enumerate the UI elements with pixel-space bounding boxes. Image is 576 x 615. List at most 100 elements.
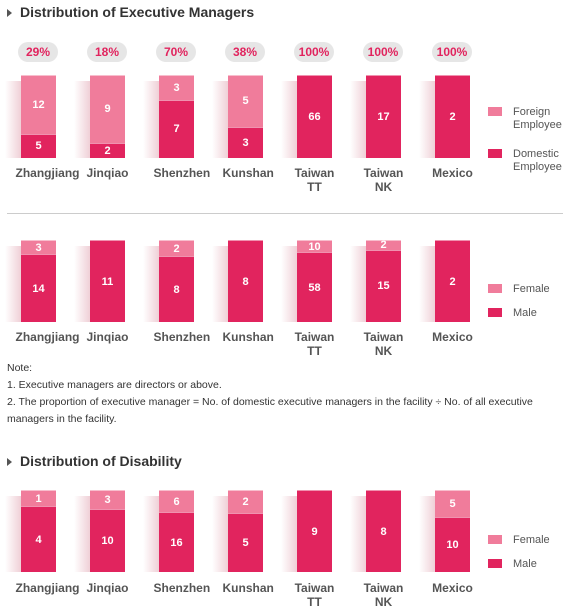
category: Kunshan bbox=[222, 166, 274, 180]
note-title: Note: bbox=[7, 362, 33, 374]
bar-side bbox=[281, 81, 297, 158]
notes: Note: 1. Executive managers are director… bbox=[7, 360, 567, 428]
bar-segment: 3 bbox=[228, 126, 263, 158]
category: Shenzhen bbox=[153, 166, 211, 180]
data-label: 9 bbox=[104, 103, 111, 116]
proportion-label: 100% bbox=[432, 42, 472, 62]
data-label: 8 bbox=[242, 275, 249, 288]
category: Zhangjiang bbox=[15, 581, 80, 595]
bar-segment: 10 bbox=[435, 517, 470, 572]
bar-segment: 16 bbox=[159, 512, 194, 572]
note-item: 1. Executive managers are directors or a… bbox=[7, 379, 222, 391]
chart-title: Distribution of Disability bbox=[20, 453, 182, 469]
bar-segment: 10 bbox=[297, 240, 332, 253]
x-tick-label: Kunshan bbox=[211, 330, 281, 344]
bar-side bbox=[281, 246, 297, 322]
bar-segment: 2 bbox=[90, 142, 125, 158]
x-tick-label: Zhangjiang bbox=[4, 330, 80, 344]
bar-side bbox=[143, 81, 159, 158]
title-marker bbox=[7, 9, 12, 17]
data-label: 6 bbox=[173, 495, 180, 508]
bar-segment: 9 bbox=[297, 490, 332, 572]
bar-segment: 1 bbox=[21, 490, 56, 507]
bar-side bbox=[350, 246, 366, 322]
bar-segment: 3 bbox=[159, 75, 194, 100]
x-tick-label: Mexico bbox=[418, 166, 488, 180]
legend-swatch bbox=[488, 535, 502, 544]
category: Kunshan bbox=[222, 330, 274, 344]
legend-swatch bbox=[488, 559, 502, 568]
category: Jinqiao bbox=[86, 166, 129, 180]
bar-segment: 5 bbox=[228, 513, 263, 572]
x-tick-label: Mexico bbox=[418, 581, 488, 595]
bar-segment: 8 bbox=[159, 256, 194, 322]
x-tick-label: Taiwan NK bbox=[349, 166, 419, 194]
legend-swatch bbox=[488, 107, 502, 116]
x-tick-label: Taiwan TT bbox=[280, 581, 350, 609]
x-tick-label: Taiwan TT bbox=[280, 330, 350, 358]
data-label: 3 bbox=[104, 493, 111, 506]
category: Jinqiao bbox=[86, 330, 129, 344]
bar-side bbox=[74, 81, 90, 158]
category: Zhangjiang bbox=[15, 330, 80, 344]
bar-segment: 14 bbox=[21, 254, 56, 322]
x-tick-label: Jinqiao bbox=[73, 330, 143, 344]
data-label: 2 bbox=[104, 144, 111, 157]
bar-segment: 3 bbox=[21, 240, 56, 255]
data-label: 2 bbox=[242, 496, 249, 509]
x-tick-label: Kunshan bbox=[211, 166, 281, 180]
bar-side bbox=[419, 81, 435, 158]
x-tick-label: Shenzhen bbox=[142, 166, 212, 180]
data-label: 3 bbox=[242, 136, 249, 149]
bar-side bbox=[5, 81, 21, 158]
proportion-label: 70% bbox=[156, 42, 196, 62]
legend-label: Domestic Employee bbox=[513, 148, 562, 173]
bar-side bbox=[212, 81, 228, 158]
bar-segment: 8 bbox=[366, 490, 401, 572]
x-tick-label: Shenzhen bbox=[142, 581, 212, 595]
bar-side bbox=[281, 496, 297, 572]
x-tick-label: Zhangjiang bbox=[4, 166, 80, 180]
divider bbox=[7, 213, 563, 214]
data-label: 9 bbox=[311, 525, 318, 538]
bar-side bbox=[212, 496, 228, 572]
category: Taiwan NK bbox=[363, 581, 404, 609]
data-label: 2 bbox=[380, 239, 387, 252]
category: Shenzhen bbox=[153, 581, 211, 595]
data-label: 3 bbox=[173, 81, 180, 94]
data-label: 8 bbox=[380, 525, 387, 538]
data-label: 10 bbox=[101, 534, 114, 547]
x-tick-label: Jinqiao bbox=[73, 581, 143, 595]
legend-swatch bbox=[488, 284, 502, 293]
category: Shenzhen bbox=[153, 330, 211, 344]
bar-segment: 6 bbox=[159, 490, 194, 513]
bar-segment: 58 bbox=[297, 252, 332, 322]
data-label: 8 bbox=[173, 283, 180, 296]
proportion-label: 38% bbox=[225, 42, 265, 62]
bar-segment: 17 bbox=[366, 75, 401, 158]
legend-swatch bbox=[488, 149, 502, 158]
category: Zhangjiang bbox=[15, 166, 80, 180]
title-marker bbox=[7, 458, 12, 466]
bar-segment: 10 bbox=[90, 508, 125, 572]
data-label: 2 bbox=[449, 275, 456, 288]
category: Taiwan TT bbox=[294, 581, 335, 609]
proportion-label: 100% bbox=[294, 42, 334, 62]
category: Mexico bbox=[432, 166, 473, 180]
bar-side bbox=[419, 246, 435, 322]
chart-title: Distribution of Executive Managers bbox=[20, 4, 255, 20]
data-label: 11 bbox=[101, 275, 114, 288]
data-label: 5 bbox=[449, 498, 456, 511]
category: Mexico bbox=[432, 581, 473, 595]
bar-side bbox=[350, 496, 366, 572]
data-label: 17 bbox=[377, 111, 390, 123]
data-label: 4 bbox=[35, 533, 42, 546]
category: Taiwan TT bbox=[294, 330, 335, 358]
bar-side bbox=[5, 246, 21, 322]
bar-segment: 11 bbox=[90, 240, 125, 322]
legend-label: Foreign Employee bbox=[513, 106, 562, 131]
x-tick-label: Mexico bbox=[418, 330, 488, 344]
bar-segment: 4 bbox=[21, 506, 56, 572]
x-tick-label: Shenzhen bbox=[142, 330, 212, 344]
bar-segment: 3 bbox=[90, 490, 125, 509]
